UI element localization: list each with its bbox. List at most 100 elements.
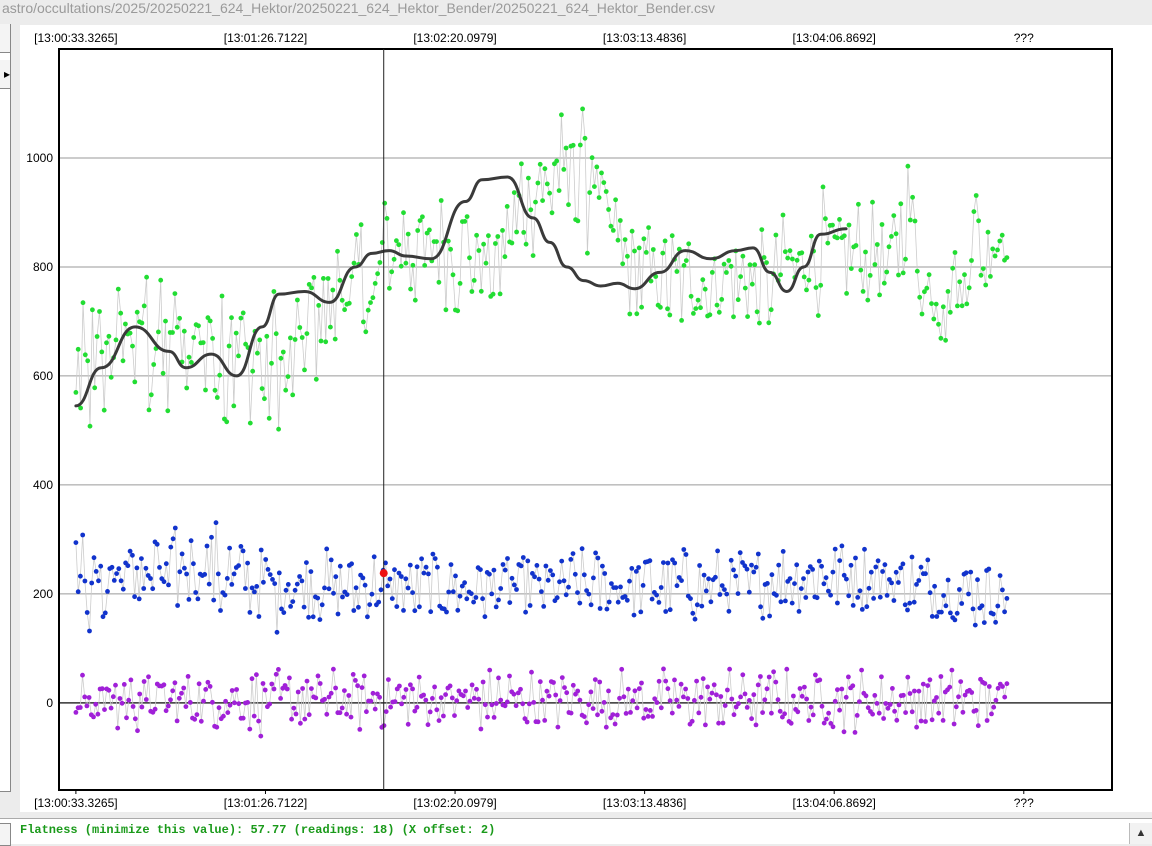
background-point: [223, 698, 229, 704]
background-point: [478, 726, 484, 732]
comparison-point: [294, 581, 300, 587]
target-point: [233, 330, 239, 336]
background-point: [86, 695, 92, 700]
target-point: [594, 164, 600, 170]
target-point: [257, 337, 263, 343]
background-point: [544, 688, 550, 694]
comparison-point: [209, 534, 214, 540]
target-point: [808, 233, 814, 239]
target-point: [582, 135, 588, 141]
background-point: [689, 718, 695, 724]
up-arrow-icon[interactable]: ▲: [1129, 823, 1152, 844]
background-point: [447, 683, 453, 689]
background-point: [832, 698, 838, 704]
smooth-curve: [74, 175, 848, 408]
comparison-point: [579, 546, 585, 552]
background-point: [960, 709, 966, 715]
target-point: [841, 233, 847, 239]
background-point: [694, 678, 699, 684]
comparison-point: [636, 565, 641, 570]
comparison-point: [787, 576, 793, 581]
background-point: [135, 728, 140, 734]
target-point: [848, 266, 854, 271]
right-arrow-icon[interactable]: ▸: [0, 60, 10, 89]
background-point: [905, 674, 911, 680]
target-point: [403, 260, 409, 266]
target-point: [321, 276, 326, 281]
comparison-point: [292, 587, 298, 593]
comparison-point: [554, 595, 560, 601]
light-curve-chart[interactable]: 0 200 400 600 800 1000 [13:00:33.3265] [13:00:3…: [20, 25, 1152, 812]
background-point: [93, 701, 99, 707]
comparison-point: [755, 551, 761, 557]
y-tick-label: 400: [33, 478, 53, 492]
target-point: [288, 335, 293, 341]
background-point: [258, 733, 264, 739]
target-point: [790, 256, 795, 262]
background-point: [276, 667, 281, 672]
target-point: [389, 269, 395, 275]
target-point: [570, 142, 576, 148]
background-point: [634, 705, 640, 711]
background-point: [632, 688, 638, 694]
comparison-point: [577, 600, 583, 606]
target-point: [141, 303, 147, 309]
target-point: [745, 314, 750, 319]
target-point: [330, 287, 336, 293]
comparison-point: [898, 565, 904, 571]
target-point: [716, 309, 722, 315]
target-point: [309, 285, 314, 291]
target-point: [276, 426, 281, 432]
target-point: [988, 274, 993, 279]
target-point: [933, 301, 939, 307]
target-point: [898, 201, 904, 207]
target-point: [283, 387, 289, 393]
comparison-point: [288, 604, 293, 609]
background-point: [714, 692, 719, 698]
selected-point-marker: [379, 569, 388, 578]
target-connector: [75, 108, 1008, 430]
background-point: [102, 707, 107, 712]
target-point: [823, 216, 828, 222]
target-point: [210, 336, 216, 341]
background-point: [672, 677, 677, 683]
target-point: [665, 306, 670, 312]
target-point: [311, 275, 317, 280]
comparison-point: [331, 590, 336, 596]
comparison-point: [245, 560, 251, 566]
target-point: [952, 250, 958, 255]
comparison-point: [789, 600, 795, 606]
side-button-top[interactable]: [0, 24, 10, 53]
comparison-point: [297, 574, 302, 579]
target-point: [547, 190, 552, 196]
comparison-point: [760, 615, 766, 621]
background-point: [628, 710, 633, 715]
background-point: [903, 710, 908, 715]
background-point: [170, 688, 176, 694]
comparison-point: [855, 595, 861, 600]
target-point: [354, 232, 359, 237]
cursor[interactable]: [379, 49, 388, 790]
target-point: [766, 320, 772, 326]
background-point: [731, 712, 737, 718]
background-point: [795, 709, 801, 715]
comparison-point: [274, 629, 280, 635]
comparison-point: [774, 592, 779, 598]
target-point: [780, 212, 786, 218]
comparison-point: [979, 603, 985, 609]
comparison-point: [631, 612, 637, 618]
comparison-point: [333, 574, 339, 580]
background-point: [912, 688, 917, 694]
target-point: [535, 180, 541, 186]
background-point: [874, 701, 880, 706]
comparison-point: [261, 579, 266, 585]
comparison-point: [371, 554, 377, 560]
background-point: [471, 695, 477, 701]
comparison-point: [340, 594, 345, 600]
target-point: [196, 323, 201, 329]
background-point: [256, 718, 261, 724]
target-point: [617, 218, 623, 223]
status-bar: Flatness (minimize this value): 57.77 (r…: [0, 818, 1152, 846]
target-point: [450, 272, 456, 278]
target-point: [794, 257, 800, 263]
